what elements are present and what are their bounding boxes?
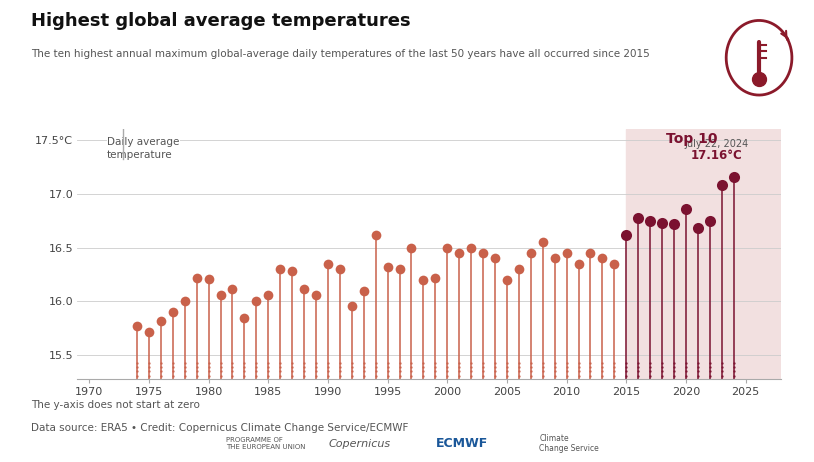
Bar (626, 129, 781, 379)
Text: PROGRAMME OF
THE EUROPEAN UNION: PROGRAMME OF THE EUROPEAN UNION (225, 437, 305, 450)
Text: Data source: ERA5 • Credit: Copernicus Climate Change Service/ECMWF: Data source: ERA5 • Credit: Copernicus C… (31, 423, 409, 433)
Text: Top 10: Top 10 (666, 132, 718, 146)
Text: Highest global average temperatures: Highest global average temperatures (31, 12, 410, 30)
Text: Copernicus: Copernicus (329, 438, 391, 449)
Text: The y-axis does not start at zero: The y-axis does not start at zero (31, 400, 199, 410)
Text: Daily average
temperature: Daily average temperature (107, 137, 180, 160)
Text: 17.16°C: 17.16°C (691, 149, 743, 162)
Text: The ten highest annual maximum global-average daily temperatures of the last 50 : The ten highest annual maximum global-av… (31, 49, 650, 59)
Text: ECMWF: ECMWF (436, 437, 488, 450)
Text: July 22, 2024: July 22, 2024 (685, 139, 749, 149)
Text: Climate
Change Service: Climate Change Service (540, 434, 599, 453)
